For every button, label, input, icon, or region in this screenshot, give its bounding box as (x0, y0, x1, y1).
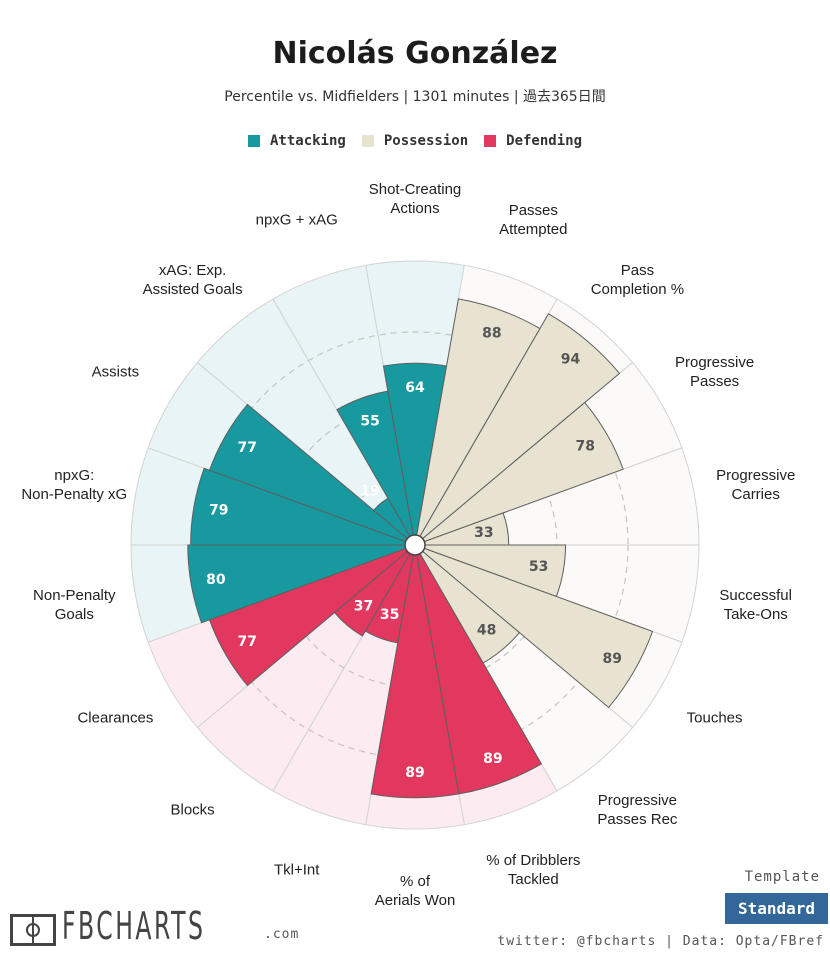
legend-label-possession: Possession (383, 133, 469, 149)
category-label-progressive-passes: Progressive Passes (675, 354, 754, 390)
value-label-progressive-passes-rec: 48 (477, 622, 496, 638)
value-bars (187, 298, 654, 799)
value-label-npxg-xag: 55 (360, 414, 379, 430)
category-label-passes-attempted: Passes Attempted (499, 202, 567, 238)
template-label: Template (744, 869, 820, 885)
value-label-touches: 89 (602, 651, 621, 667)
category-label-non-penalty-goals: Non-Penalty Goals (33, 587, 116, 623)
category-label-clearances: Clearances (77, 710, 153, 727)
value-label-xag-exp-assisted-goals: 19 (360, 483, 379, 499)
category-label-xag-exp-assisted-goals: xAG: Exp. Assisted Goals (143, 262, 243, 298)
value-label-tkl-int: 35 (380, 607, 399, 623)
value-label-assists: 77 (238, 440, 257, 456)
category-label-blocks: Blocks (171, 802, 215, 819)
pitch-icon (10, 914, 56, 946)
fbcharts-logo: FBCHARTS .com (10, 906, 299, 946)
legend-item-possession: Possession (361, 133, 469, 149)
legend-label-defending: Defending (506, 133, 582, 149)
category-label-shot-creating-actions: Shot-Creating Actions (369, 181, 462, 217)
logo-text: FBCHARTS (62, 904, 206, 948)
value-label-progressive-carries: 33 (474, 525, 493, 541)
chart-title: Nicolás González (272, 36, 558, 71)
category-label-pass-completion: Pass Completion % (591, 262, 684, 298)
legend-item-attacking: Attacking (247, 133, 346, 149)
value-label-of-dribblers-tackled: 89 (483, 751, 502, 767)
bar-progressive-passes (414, 401, 624, 546)
bar-of-aerials-won (370, 544, 460, 799)
bar-pass-completion (414, 313, 621, 546)
category-label-assists: Assists (92, 364, 140, 381)
value-label-clearances: 77 (238, 634, 257, 650)
category-label-successful-take-ons: Successful Take-Ons (719, 587, 792, 623)
category-label-npxg-non-penalty-xg: npxG: Non-Penalty xG (21, 467, 127, 503)
legend-label-attacking: Attacking (269, 133, 346, 149)
bar-assists (208, 403, 416, 546)
value-label-of-aerials-won: 89 (405, 765, 424, 781)
bar-npxg-non-penalty-xg (190, 467, 416, 546)
template-standard-button[interactable]: Standard (725, 893, 828, 924)
bar-non-penalty-goals (187, 544, 416, 624)
value-label-passes-attempted: 88 (482, 326, 501, 342)
value-label-progressive-passes: 78 (575, 439, 594, 455)
value-label-pass-completion: 94 (561, 352, 581, 368)
category-label-npxg-xag: npxG + xAG (256, 211, 338, 228)
legend: Attacking Possession Defending (0, 133, 830, 149)
category-label-of-dribblers-tackled: % of Dribblers Tackled (486, 852, 580, 888)
value-labels: 64 88 94 78 33 53 89 48 89 89 35 37 77 80 79 77 19 55 (206, 326, 622, 781)
legend-swatch-possession (361, 135, 374, 147)
center-dot (404, 534, 426, 556)
credits: twitter: @fbcharts | Data: Opta/FBref (497, 934, 824, 949)
category-label-progressive-carries: Progressive Carries (716, 467, 795, 503)
category-label-tkl-int: Tkl+Int (274, 862, 320, 879)
category-label-progressive-passes-rec: Progressive Passes Rec (597, 792, 678, 828)
legend-swatch-attacking (247, 135, 260, 147)
value-label-npxg-non-penalty-xg: 79 (209, 502, 228, 518)
logo-suffix: .com (264, 927, 300, 942)
category-label-of-aerials-won: % of Aerials Won (375, 873, 456, 909)
value-label-blocks: 37 (354, 598, 373, 614)
legend-swatch-defending (484, 135, 497, 147)
chart-subtitle: Percentile vs. Midfielders | 1301 minute… (224, 89, 606, 105)
value-label-shot-creating-actions: 64 (405, 380, 425, 396)
category-label-touches: Touches (687, 710, 743, 727)
bar-touches (414, 544, 654, 709)
value-label-non-penalty-goals: 80 (206, 572, 226, 588)
value-label-successful-take-ons: 53 (529, 559, 548, 575)
bar-npxg-xag (336, 390, 416, 546)
category-labels: Shot-Creating Actions Passes Attempted Pass C… (21, 181, 795, 909)
legend-item-defending: Defending (484, 133, 582, 149)
